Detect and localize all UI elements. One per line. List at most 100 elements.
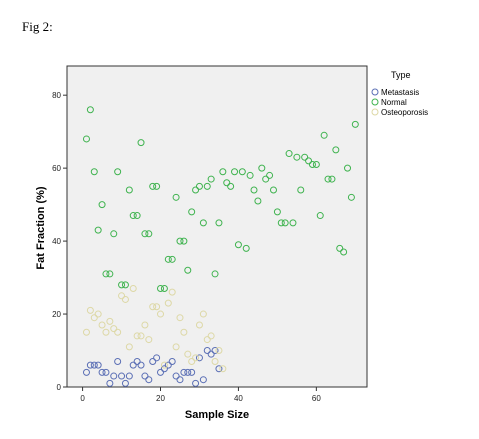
point-normal — [90, 168, 98, 176]
point-normal — [320, 131, 328, 139]
point-metastasis — [188, 368, 196, 376]
point-normal — [215, 219, 223, 227]
point-osteoporosis — [164, 299, 172, 307]
point-osteoporosis — [98, 321, 106, 329]
point-normal — [157, 285, 165, 293]
point-normal — [133, 212, 141, 220]
plot-area — [66, 65, 368, 388]
point-metastasis — [141, 372, 149, 380]
point-metastasis — [215, 365, 223, 373]
point-osteoporosis — [168, 288, 176, 296]
point-normal — [149, 182, 157, 190]
point-metastasis — [106, 379, 114, 387]
x-tick-label: 0 — [80, 394, 85, 403]
point-osteoporosis — [129, 285, 137, 293]
point-normal — [114, 168, 122, 176]
point-normal — [351, 120, 359, 128]
point-normal — [223, 179, 231, 187]
point-normal — [250, 186, 258, 194]
point-normal — [164, 255, 172, 263]
legend-marker-normal — [371, 98, 379, 106]
legend-label-normal: Normal — [381, 98, 407, 107]
legend-label-metastasis: Metastasis — [381, 88, 419, 97]
axis-ticks: 0 20 40 60 0 20 40 60 80 — [52, 91, 321, 403]
point-metastasis — [90, 361, 98, 369]
point-normal — [289, 219, 297, 227]
point-metastasis — [164, 361, 172, 369]
point-normal — [153, 182, 161, 190]
point-metastasis — [110, 372, 118, 380]
point-normal — [227, 182, 235, 190]
point-normal — [207, 175, 215, 183]
point-osteoporosis — [86, 306, 94, 314]
point-osteoporosis — [118, 292, 126, 300]
x-tick-label: 60 — [312, 394, 321, 403]
point-normal — [106, 270, 114, 278]
point-osteoporosis — [203, 336, 211, 344]
point-normal — [211, 270, 219, 278]
point-osteoporosis — [157, 310, 165, 318]
point-normal — [141, 230, 149, 238]
point-normal — [293, 153, 301, 161]
point-metastasis — [153, 354, 161, 362]
point-metastasis — [133, 357, 141, 365]
point-metastasis — [160, 365, 168, 373]
point-metastasis — [184, 368, 192, 376]
point-normal — [316, 212, 324, 220]
point-osteoporosis — [176, 314, 184, 322]
point-normal — [258, 164, 266, 172]
y-tick-label: 80 — [52, 91, 61, 100]
point-normal — [82, 135, 90, 143]
point-metastasis — [176, 376, 184, 384]
point-metastasis — [86, 361, 94, 369]
point-osteoporosis — [199, 310, 207, 318]
point-normal — [145, 230, 153, 238]
point-normal — [199, 219, 207, 227]
point-osteoporosis — [90, 314, 98, 322]
point-osteoporosis — [180, 328, 188, 336]
point-normal — [301, 153, 309, 161]
point-normal — [328, 175, 336, 183]
point-metastasis — [168, 357, 176, 365]
point-normal — [195, 182, 203, 190]
point-osteoporosis — [184, 350, 192, 358]
point-metastasis — [199, 376, 207, 384]
point-metastasis — [102, 368, 110, 376]
point-normal — [277, 219, 285, 227]
point-metastasis — [125, 372, 133, 380]
point-osteoporosis — [207, 332, 215, 340]
point-normal — [340, 248, 348, 256]
point-normal — [118, 281, 126, 289]
point-osteoporosis — [121, 295, 129, 303]
legend-marker-osteoporosis — [371, 108, 379, 116]
point-metastasis — [82, 368, 90, 376]
point-metastasis — [192, 379, 200, 387]
point-normal — [86, 106, 94, 114]
point-normal — [188, 208, 196, 216]
point-metastasis — [98, 368, 106, 376]
point-osteoporosis — [82, 328, 90, 336]
point-normal — [102, 270, 110, 278]
point-osteoporosis — [219, 365, 227, 373]
point-normal — [219, 168, 227, 176]
data-points — [82, 106, 359, 387]
point-metastasis — [195, 354, 203, 362]
point-normal — [324, 175, 332, 183]
point-normal — [312, 160, 320, 168]
point-normal — [246, 171, 254, 179]
point-normal — [172, 193, 180, 201]
point-osteoporosis — [160, 361, 168, 369]
point-normal — [308, 160, 316, 168]
point-normal — [332, 146, 340, 154]
point-normal — [176, 237, 184, 245]
point-osteoporosis — [125, 343, 133, 351]
point-osteoporosis — [141, 321, 149, 329]
y-tick-label: 20 — [52, 310, 61, 319]
point-normal — [203, 182, 211, 190]
point-normal — [234, 241, 242, 249]
point-metastasis — [118, 372, 126, 380]
point-normal — [297, 186, 305, 194]
point-normal — [281, 219, 289, 227]
point-osteoporosis — [149, 303, 157, 311]
